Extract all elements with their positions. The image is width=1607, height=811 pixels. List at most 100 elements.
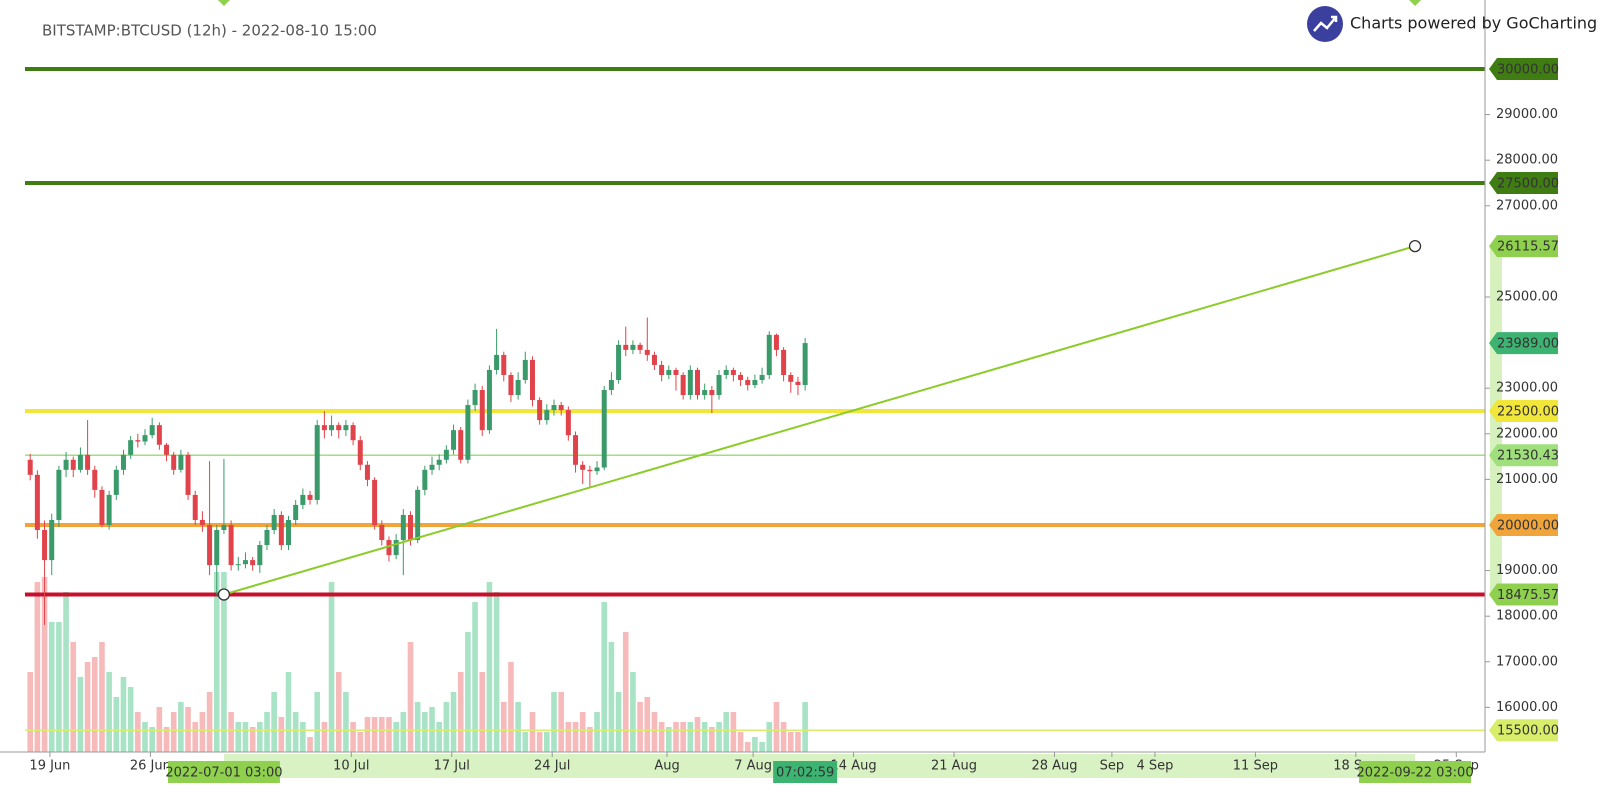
volume-bar xyxy=(759,742,765,752)
countdown-box xyxy=(773,761,838,783)
volume-bar xyxy=(34,582,41,752)
handle-marker xyxy=(217,0,230,6)
volume-bar xyxy=(500,702,507,752)
candle-body xyxy=(630,344,636,350)
y-tick-label: 28000.00 xyxy=(1496,153,1558,168)
volume-bar xyxy=(41,577,48,752)
candle-body xyxy=(300,494,306,505)
volume-bar xyxy=(221,572,227,752)
volume-bar xyxy=(465,632,471,752)
volume-bar xyxy=(271,692,277,752)
candle-body xyxy=(479,390,485,431)
volume-bar xyxy=(235,722,242,752)
volume-bar xyxy=(701,722,708,752)
candle-body xyxy=(616,344,622,380)
candle-body xyxy=(537,400,543,421)
y-tick-label: 25000.00 xyxy=(1496,289,1558,304)
volume-bar xyxy=(544,732,550,752)
volume-bar xyxy=(213,572,220,752)
candle-body xyxy=(34,474,40,531)
volume-bar xyxy=(178,702,184,752)
candle-body xyxy=(178,454,184,470)
volume-bar xyxy=(486,582,493,752)
volume-bar xyxy=(493,592,500,752)
candle-body xyxy=(286,519,292,546)
level-label-box xyxy=(1489,513,1558,536)
candle-body xyxy=(257,545,263,566)
volume-bar xyxy=(752,737,758,752)
volume-bar xyxy=(84,662,91,752)
x-tick-label: 10 Jul xyxy=(333,759,369,774)
candle-body xyxy=(802,343,808,385)
candle-body xyxy=(336,425,342,431)
candle-body xyxy=(199,519,205,525)
volume-bar xyxy=(522,732,529,752)
volume-bar xyxy=(558,692,564,752)
volume-bar xyxy=(400,712,407,752)
y-tick-label: 21000.00 xyxy=(1496,472,1558,487)
candle-body xyxy=(544,410,550,421)
volume-bar xyxy=(228,712,234,752)
last-price-label: 23989.00 xyxy=(1497,337,1559,352)
candle-body xyxy=(608,379,614,391)
candle-body xyxy=(773,334,779,350)
candle-body xyxy=(716,374,722,396)
y-tick-label: 27000.00 xyxy=(1496,198,1558,213)
volume-bar xyxy=(70,642,77,752)
candle-body xyxy=(644,349,650,355)
brand-text: Charts powered by GoCharting xyxy=(1350,14,1597,33)
y-tick-label: 19000.00 xyxy=(1496,563,1558,578)
trendline-end-time: 2022-09-22 03:00 xyxy=(1356,766,1473,781)
candle-body xyxy=(766,334,772,375)
volume-bar xyxy=(99,642,105,752)
brand-logo xyxy=(1307,6,1343,42)
candle-body xyxy=(551,405,557,411)
volume-bar xyxy=(687,722,694,752)
volume-bar xyxy=(386,717,392,752)
trendline-price-label: 26115.57 xyxy=(1497,240,1559,255)
candle-body xyxy=(529,359,535,401)
trendline xyxy=(223,245,1416,596)
volume-bar xyxy=(422,712,428,752)
candle-body xyxy=(27,459,33,475)
plot-area xyxy=(25,66,1485,752)
candle-body xyxy=(49,519,55,561)
candle-body xyxy=(120,454,126,470)
volume-bar xyxy=(565,722,572,752)
candle-body xyxy=(128,440,134,455)
level-label: 20000.00 xyxy=(1497,518,1559,533)
y-tick-label: 16000.00 xyxy=(1496,700,1558,715)
level-label-box xyxy=(1489,57,1558,80)
volume-bar xyxy=(335,672,342,752)
trendline-handle xyxy=(1408,239,1422,253)
x-tick-label: 7 Aug xyxy=(734,759,772,774)
volume-bar xyxy=(414,702,421,752)
y-tick-label: 23000.00 xyxy=(1496,381,1558,396)
candle-body xyxy=(343,425,349,431)
volume-bar xyxy=(709,727,715,752)
volume-bar xyxy=(343,692,349,752)
volume-bar xyxy=(479,672,486,752)
level-label-box xyxy=(1489,171,1558,194)
candle-body xyxy=(494,354,500,370)
volume-bar xyxy=(350,722,356,752)
candle-body xyxy=(730,369,736,375)
candle-body xyxy=(357,440,363,465)
volume-bar xyxy=(658,722,665,752)
volume-bar xyxy=(314,692,321,752)
volume-bar xyxy=(278,717,285,752)
volume-bar xyxy=(192,722,199,752)
y-tick-label: 29000.00 xyxy=(1496,107,1558,122)
candle-body xyxy=(558,405,564,411)
candle-body xyxy=(443,449,449,460)
trendline-end-time-box xyxy=(1359,761,1472,783)
volume-bar xyxy=(142,722,148,752)
volume-bar xyxy=(106,672,112,752)
volume-bar xyxy=(472,602,478,752)
candle-body xyxy=(77,454,83,470)
volume-bar xyxy=(622,632,629,752)
volume-bar xyxy=(773,702,780,752)
candle-body xyxy=(587,469,593,472)
level-label: 22500.00 xyxy=(1497,404,1559,419)
